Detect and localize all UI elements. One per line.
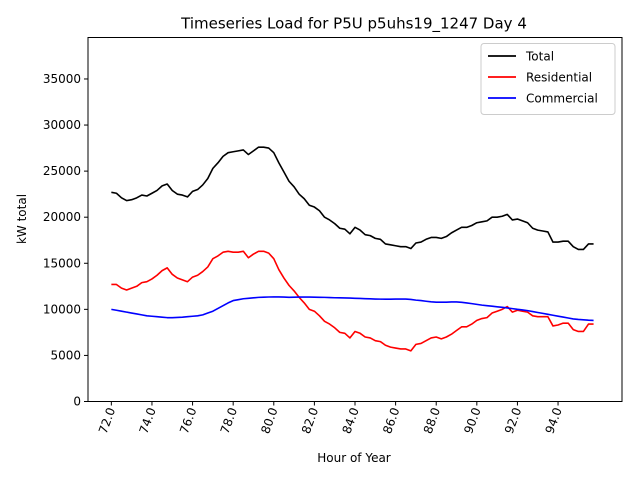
series-line-commercial: [111, 296, 594, 322]
y-tick-label: 35000: [43, 72, 81, 86]
series-line-residential: [111, 250, 594, 352]
x-axis-label: Hour of Year: [317, 451, 391, 465]
y-tick-label: 20000: [43, 210, 81, 224]
series-line-total: [111, 146, 594, 251]
y-axis-label: kW total: [15, 194, 29, 244]
legend-box: [480, 43, 616, 115]
y-tick-label: 25000: [43, 164, 81, 178]
y-axis: 0 5000 10000 15000 20000 25000 30000 35000: [43, 72, 88, 409]
legend: Total Residential Commercial: [480, 43, 616, 115]
y-tick-label: 0: [73, 395, 81, 409]
y-tick-label: 5000: [50, 348, 81, 362]
legend-label-total: Total: [525, 50, 554, 64]
y-tick-label: 15000: [43, 256, 81, 270]
legend-label-residential: Residential: [526, 71, 592, 85]
chart-title: Timeseries Load for P5U p5uhs19_1247 Day…: [180, 15, 527, 34]
y-tick-label: 10000: [43, 302, 81, 316]
legend-label-commercial: Commercial: [526, 92, 598, 106]
y-tick-label: 30000: [43, 118, 81, 132]
series-layer: [111, 146, 594, 352]
